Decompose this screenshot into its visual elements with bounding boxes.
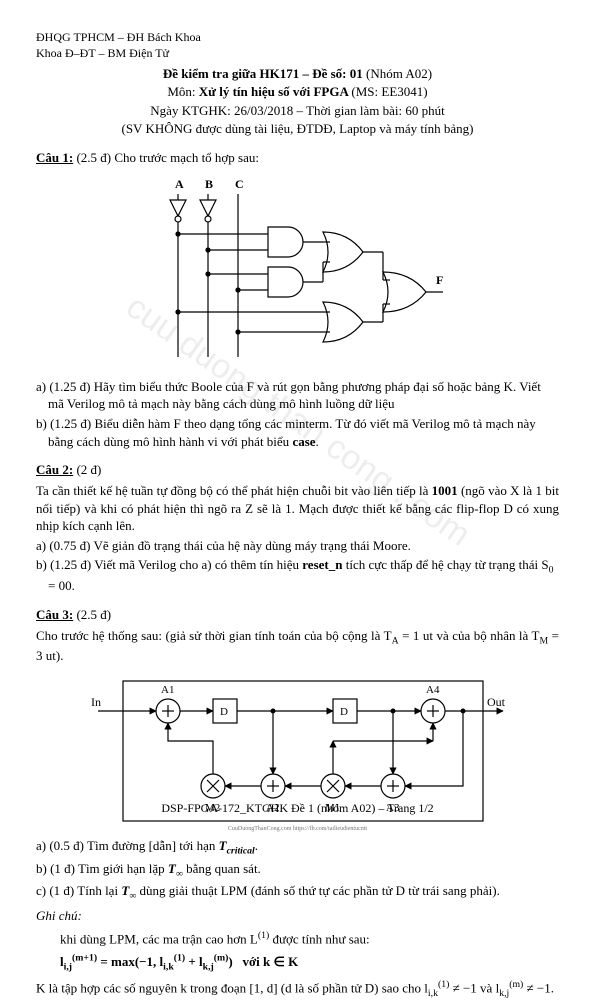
exam-rules: (SV KHÔNG được dùng tài liệu, ĐTDĐ, Lapt… — [36, 120, 559, 138]
q3-note-2: K là tập hợp các số nguyên k trong đoạn … — [36, 978, 559, 1000]
q3-formula: li,j(m+1) = max(−1, li,k(1) + lk,j(m)) v… — [36, 952, 559, 974]
label-a: A — [175, 177, 184, 191]
a4-label: A4 — [426, 684, 440, 696]
label-c: C — [235, 177, 244, 191]
q2-label: Câu 2: — [36, 462, 73, 477]
q1-b: b) (1.25 đ) Biểu diễn hàm F theo dạng tổ… — [36, 415, 559, 450]
subject-code: (MS: EE3041) — [351, 84, 427, 99]
source-footer: CuuDuongThanCong.com https://fb.com/tail… — [0, 826, 595, 832]
q3-label: Câu 3: — [36, 607, 73, 622]
institution-line-1: ĐHQG TPHCM – ĐH Bách Khoa — [36, 30, 559, 46]
q1-heading: Câu 1: (2.5 đ) Cho trước mạch tổ hợp sau… — [36, 150, 559, 166]
a1-label: A1 — [161, 684, 174, 696]
exam-title: Đề kiểm tra giữa HK171 – Đề số: 01 — [163, 66, 366, 81]
q3-pts: (2.5 đ) — [73, 607, 111, 622]
subject-prefix: Môn: — [167, 84, 198, 99]
q3-c: c) (1 đ) Tính lại T∞ dùng giải thuật LPM… — [36, 882, 559, 903]
page-footer: DSP-FPGA-172_KTGHK Đề 1 (nhóm A02) – Tra… — [0, 801, 595, 816]
q2-intro: Ta cần thiết kế hệ tuần tự đồng bộ có th… — [36, 482, 559, 535]
in-label: In — [91, 695, 101, 709]
q3-heading: Câu 3: (2.5 đ) — [36, 607, 559, 623]
subject-name: Xử lý tín hiệu số với FPGA — [199, 84, 352, 99]
q3-b: b) (1 đ) Tìm giới hạn lặp T∞ bằng quan s… — [36, 860, 559, 881]
q3-note-1: khi dùng LPM, các ma trận cao hơn L(1) đ… — [36, 929, 559, 948]
q1-text: (2.5 đ) Cho trước mạch tổ hợp sau: — [73, 150, 259, 165]
exam-date: Ngày KTGHK: 26/03/2018 – Thời gian làm b… — [36, 102, 559, 120]
q3-note-heading: Ghi chú: — [36, 907, 559, 925]
d2-label: D — [340, 706, 348, 718]
q1-circuit-diagram: A B C F — [148, 172, 448, 372]
q2-heading: Câu 2: (2 đ) — [36, 462, 559, 478]
q2-pts: (2 đ) — [73, 462, 101, 477]
institution-line-2: Khoa Đ–ĐT – BM Điện Tử — [36, 46, 559, 62]
q2-a: a) (0.75 đ) Vẽ giản đồ trạng thái của hệ… — [36, 537, 559, 555]
q3-a: a) (0.5 đ) Tìm đường [dẫn] tới hạn Tcrit… — [36, 837, 559, 858]
exam-group: (Nhóm A02) — [366, 66, 432, 81]
q2-b: b) (1.25 đ) Viết mã Verilog cho a) có th… — [36, 556, 559, 594]
q3-intro: Cho trước hệ thống sau: (giả sử thời gia… — [36, 627, 559, 665]
label-f: F — [436, 273, 443, 287]
label-b: B — [205, 177, 213, 191]
out-label: Out — [487, 695, 506, 709]
d1-label: D — [220, 706, 228, 718]
title-block: Đề kiểm tra giữa HK171 – Đề số: 01 (Nhóm… — [36, 65, 559, 138]
q1-label: Câu 1: — [36, 150, 73, 165]
q1-a: a) (1.25 đ) Hãy tìm biểu thức Boole của … — [36, 378, 559, 413]
